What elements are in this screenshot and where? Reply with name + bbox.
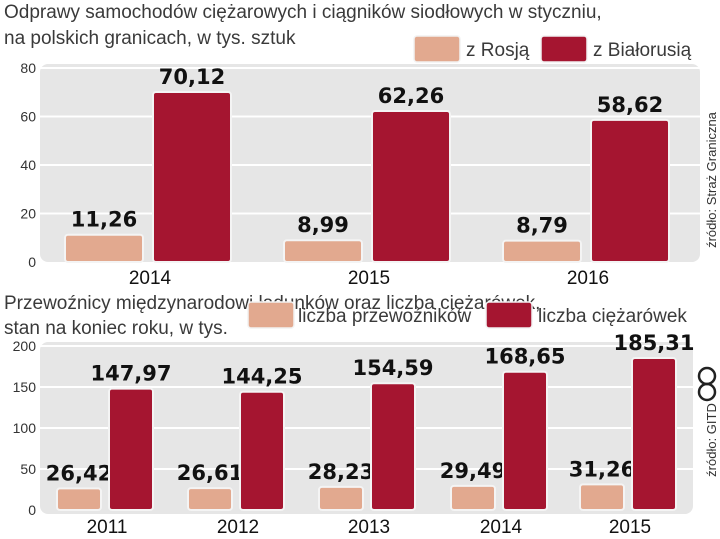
carriers-chart-data-label-2014-1: 29,49 [440, 459, 506, 483]
border-chart-data-label-2015-1: 8,99 [297, 213, 349, 237]
carriers-chart-data-label-2012-1: 26,61 [177, 461, 243, 485]
carriers-chart-data-label-2015-1: 31,26 [569, 457, 635, 481]
border-chart-bar-2014-2 [152, 90, 232, 263]
border-chart-data-label-2014-1: 11,26 [71, 208, 137, 232]
carriers-chart-data-label-2013-1: 28,23 [308, 460, 374, 484]
border-chart-source-text: źródło: Straż Graniczna [704, 111, 719, 248]
border-chart-data-label-2016-2: 58,62 [597, 93, 663, 117]
border-chart-xtick-2014: 2014 [129, 268, 172, 289]
carriers-chart-legend-label-2: liczba ciężarówek [538, 306, 687, 327]
carriers-chart-data-label-2012-2: 144,25 [221, 365, 302, 389]
border-chart-ytick-80: 80 [20, 60, 36, 76]
carriers-chart-ytick-200: 200 [13, 338, 37, 354]
carriers-chart-bar-2013-2 [370, 382, 416, 512]
border-chart-legend-swatch-1 [413, 35, 461, 63]
border-chart-bar-2016-2 [590, 118, 670, 263]
carriers-chart-bar-2012-2 [239, 390, 285, 511]
carriers-chart-bar-2015-2 [631, 357, 677, 511]
carriers-chart-data-label-2014-2: 168,65 [484, 345, 565, 369]
carriers-chart-ytick-0: 0 [28, 502, 36, 518]
carriers-chart-bar-2011-1 [56, 487, 102, 512]
border-chart-bar-2014-1 [64, 233, 144, 264]
carriers-chart-data-label-2011-2: 147,97 [90, 362, 171, 386]
carriers-chart-legend-label-1: liczba przewoźników [298, 306, 471, 327]
carriers-chart-data-label-2011-1: 26,42 [46, 461, 112, 485]
carriers-chart-bar-2015-1 [579, 483, 625, 511]
border-chart-bar-2016-1 [502, 239, 582, 263]
carriers-chart-xtick-2012: 2012 [217, 517, 259, 538]
border-chart-legend-swatch-2 [540, 35, 588, 63]
carriers-chart-xtick-2014: 2014 [480, 517, 523, 538]
border-chart-ytick-20: 20 [20, 206, 36, 222]
carriers-chart-xtick-2011: 2011 [87, 517, 128, 538]
carriers-chart-ytick-100: 100 [13, 420, 37, 436]
carriers-chart-bar-2014-1 [450, 484, 496, 512]
border-chart-data-label-2014-2: 70,12 [159, 65, 225, 89]
border-chart-legend-label-2: z Białorusią [593, 40, 692, 61]
border-chart-ytick-60: 60 [20, 109, 36, 125]
border-chart-title-line-1: Odprawy samochodów ciężarowych i ciągnik… [4, 2, 602, 23]
carriers-chart-bar-2012-1 [187, 487, 233, 512]
carriers-chart-data-label-2015-2: 185,31 [613, 331, 694, 355]
carriers-chart-title-line-2: stan na koniec roku, w tys. [4, 318, 228, 339]
carriers-chart-bar-2011-2 [108, 387, 154, 512]
border-chart-xtick-2016: 2016 [567, 268, 609, 289]
carriers-chart-xtick-2015: 2015 [609, 517, 651, 538]
border-chart-bar-2015-1 [283, 239, 363, 263]
border-chart-title-line-2: na polskich granicach, w tys. sztuk [4, 28, 296, 49]
copyright-logo-icon [697, 366, 717, 402]
carriers-chart-bar-2014-2 [502, 370, 548, 511]
carriers-chart-source-text: źródło: GITD [704, 403, 719, 477]
carriers-chart-xtick-2013: 2013 [348, 517, 390, 538]
border-chart-xtick-2015: 2015 [348, 268, 390, 289]
border-chart-data-label-2015-2: 62,26 [378, 84, 444, 108]
border-chart-bar-2015-2 [371, 110, 451, 263]
carriers-chart-bar-2013-1 [318, 485, 364, 512]
carriers-chart-ytick-150: 150 [13, 379, 37, 395]
carriers-chart-legend-swatch-2 [485, 301, 533, 329]
carriers-chart-ytick-50: 50 [20, 461, 36, 477]
carriers-chart-data-label-2013-2: 154,59 [352, 356, 433, 380]
border-chart-ytick-40: 40 [20, 157, 36, 173]
border-chart-data-label-2016-1: 8,79 [516, 214, 568, 238]
border-chart-legend-label-1: z Rosją [466, 40, 530, 61]
border-chart-ytick-0: 0 [28, 254, 36, 270]
carriers-chart-legend-swatch-1 [247, 301, 295, 329]
